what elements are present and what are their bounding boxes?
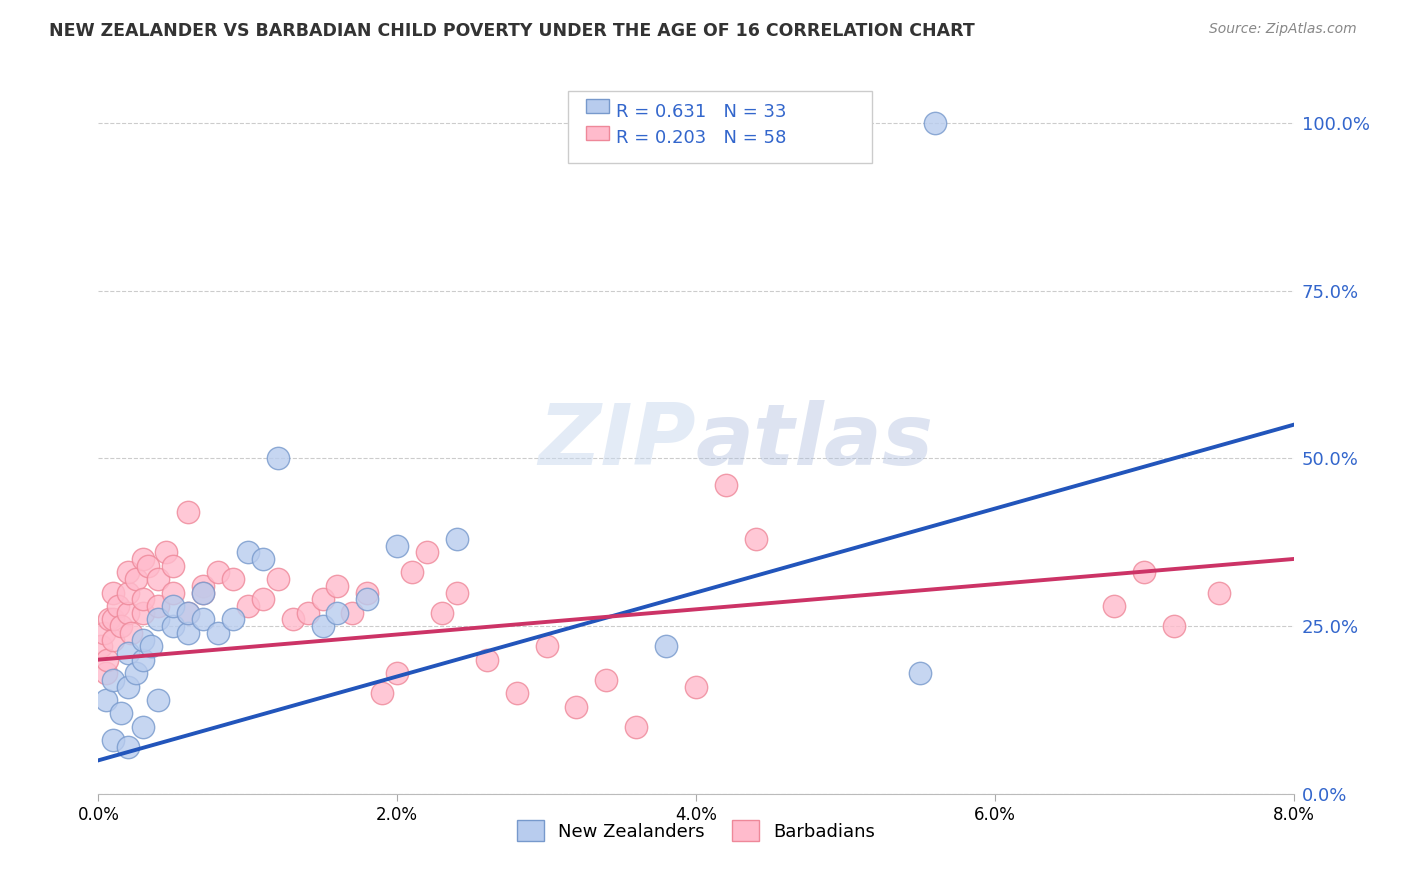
Point <box>162 558 184 573</box>
Legend: New Zealanders, Barbadians: New Zealanders, Barbadians <box>509 813 883 848</box>
Point <box>162 599 184 613</box>
Point <box>222 612 245 626</box>
Text: R = 0.631   N = 33: R = 0.631 N = 33 <box>616 103 786 120</box>
Point <box>924 116 946 130</box>
Point <box>745 532 768 546</box>
Point <box>117 585 139 599</box>
Point <box>1104 599 1126 613</box>
Point <box>132 552 155 566</box>
Point <box>595 673 617 687</box>
Point <box>120 625 142 640</box>
Point <box>191 585 214 599</box>
Text: Source: ZipAtlas.com: Source: ZipAtlas.com <box>1209 22 1357 37</box>
Point <box>908 666 931 681</box>
Point <box>117 680 139 694</box>
Point <box>148 612 170 626</box>
Point <box>177 606 200 620</box>
Point <box>1163 619 1185 633</box>
Point <box>136 558 159 573</box>
Text: R = 0.203   N = 58: R = 0.203 N = 58 <box>616 129 786 147</box>
Point <box>506 686 529 700</box>
Point <box>148 572 170 586</box>
Point <box>385 666 409 681</box>
Point <box>117 606 139 620</box>
Point <box>132 592 155 607</box>
Point <box>125 572 148 586</box>
Point <box>139 639 162 653</box>
Point <box>281 612 304 626</box>
Point <box>191 579 214 593</box>
Point <box>148 693 170 707</box>
Point <box>191 612 214 626</box>
Point <box>446 532 468 546</box>
Point <box>626 720 648 734</box>
Point <box>125 666 148 681</box>
Point <box>94 666 117 681</box>
Point <box>103 673 125 687</box>
Point <box>207 566 229 580</box>
Point <box>267 451 290 466</box>
Point <box>385 539 409 553</box>
Point <box>536 639 558 653</box>
Text: atlas: atlas <box>696 400 934 483</box>
Point <box>117 739 139 754</box>
Point <box>132 632 155 647</box>
Point <box>96 653 118 667</box>
Point <box>475 653 498 667</box>
Point <box>356 585 378 599</box>
Point <box>430 606 453 620</box>
Text: NEW ZEALANDER VS BARBADIAN CHILD POVERTY UNDER THE AGE OF 16 CORRELATION CHART: NEW ZEALANDER VS BARBADIAN CHILD POVERTY… <box>49 22 974 40</box>
Point <box>714 478 737 492</box>
Point <box>117 566 139 580</box>
Point <box>655 639 678 653</box>
Text: ZIP: ZIP <box>538 400 696 483</box>
Point <box>117 646 139 660</box>
Point <box>94 693 117 707</box>
Point <box>110 619 132 633</box>
Point <box>222 572 245 586</box>
Point <box>97 612 120 626</box>
Point <box>148 599 170 613</box>
Point <box>177 505 200 519</box>
Point <box>132 653 155 667</box>
Point <box>107 599 129 613</box>
Point <box>416 545 439 559</box>
Point <box>371 686 394 700</box>
Point <box>252 552 274 566</box>
Point <box>565 699 588 714</box>
Point <box>267 572 290 586</box>
Point <box>162 585 184 599</box>
Point <box>90 639 112 653</box>
Point <box>207 625 229 640</box>
Point <box>162 619 184 633</box>
Point <box>1208 585 1230 599</box>
Point <box>93 625 115 640</box>
Point <box>103 733 125 747</box>
Point <box>103 632 125 647</box>
Point <box>252 592 274 607</box>
Point <box>103 612 125 626</box>
Point <box>1133 566 1156 580</box>
Point <box>103 585 125 599</box>
Point <box>311 592 333 607</box>
Point <box>356 592 378 607</box>
Point <box>191 585 214 599</box>
Point <box>177 606 200 620</box>
Point <box>236 545 259 559</box>
Point <box>297 606 319 620</box>
Point <box>236 599 259 613</box>
Point <box>110 706 132 721</box>
Point <box>401 566 423 580</box>
Point <box>446 585 468 599</box>
Point <box>342 606 364 620</box>
Point <box>155 545 177 559</box>
Point <box>132 720 155 734</box>
Point <box>177 625 200 640</box>
Point <box>326 606 349 620</box>
Point <box>132 606 155 620</box>
Point <box>326 579 349 593</box>
Point <box>685 680 707 694</box>
Point <box>311 619 333 633</box>
